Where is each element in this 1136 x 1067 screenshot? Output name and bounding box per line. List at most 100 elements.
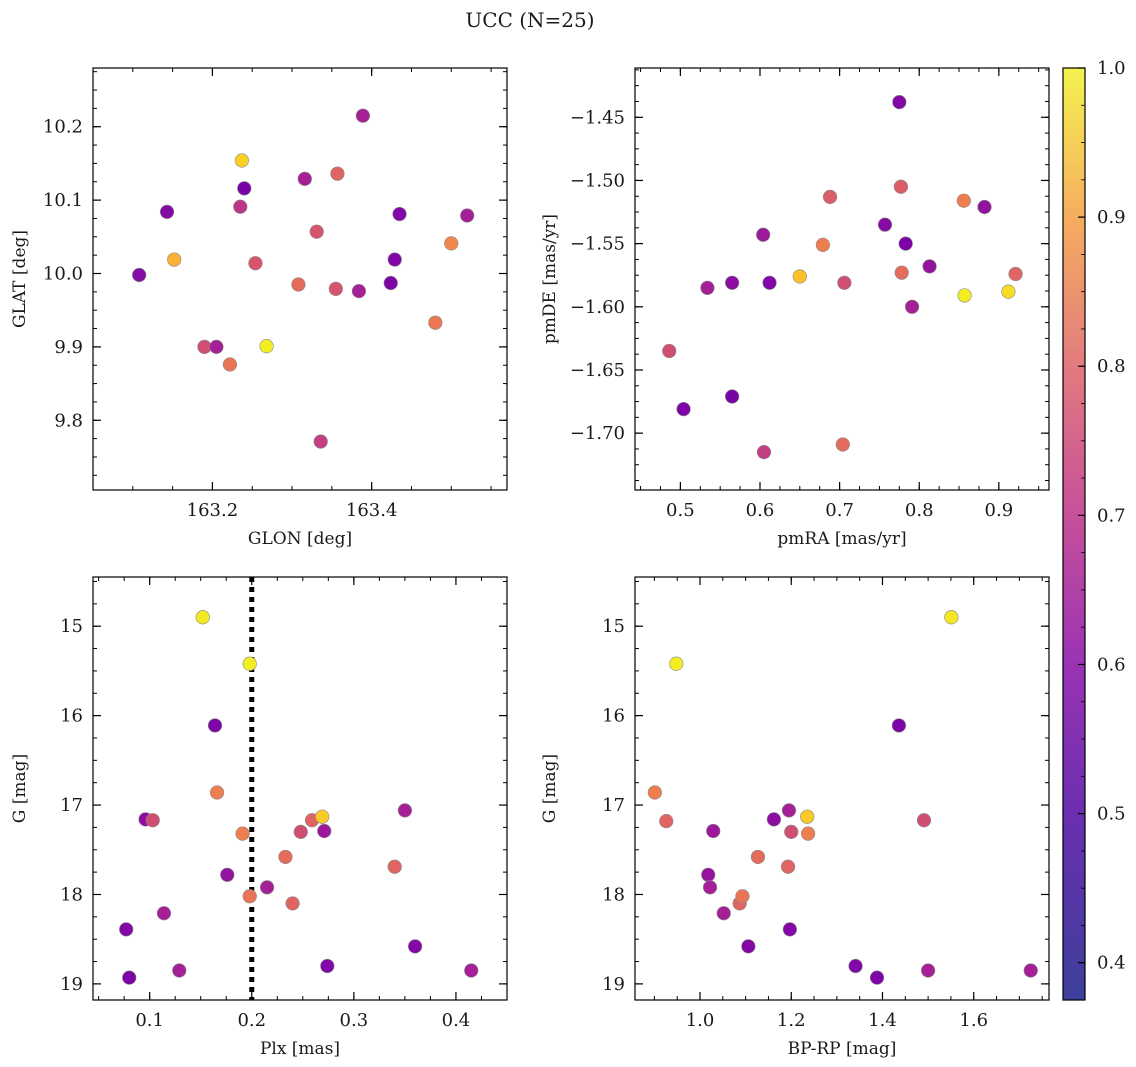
data-point bbox=[383, 275, 398, 291]
y-tick-label: −1.55 bbox=[570, 234, 625, 255]
data-point bbox=[167, 252, 182, 267]
data-point bbox=[328, 281, 343, 297]
y-tick-label: 10.0 bbox=[43, 263, 83, 284]
plot-frame bbox=[634, 67, 1050, 491]
x-tick-label: 0.5 bbox=[666, 500, 695, 521]
x-tick-label: 0.6 bbox=[746, 500, 775, 521]
data-point bbox=[676, 402, 691, 417]
data-point bbox=[956, 193, 971, 208]
data-point bbox=[662, 343, 677, 359]
data-point bbox=[781, 803, 797, 818]
colorbar-tick-label: 0.7 bbox=[1097, 505, 1126, 526]
data-point bbox=[233, 199, 248, 214]
data-point bbox=[837, 275, 852, 290]
data-point bbox=[891, 718, 907, 733]
data-point bbox=[659, 814, 674, 829]
y-tick-label: −1.50 bbox=[570, 170, 625, 191]
data-point bbox=[1023, 963, 1038, 978]
data-point bbox=[716, 906, 731, 921]
data-point bbox=[259, 880, 275, 895]
data-point bbox=[248, 256, 263, 271]
data-point bbox=[725, 389, 740, 404]
x-tick-label: 0.9 bbox=[985, 500, 1014, 521]
data-point bbox=[293, 824, 308, 839]
data-point bbox=[222, 357, 238, 372]
data-point bbox=[822, 189, 838, 204]
data-point bbox=[207, 718, 223, 733]
data-point bbox=[355, 108, 370, 123]
data-point bbox=[780, 859, 796, 874]
x-tick-label: 163.4 bbox=[346, 500, 398, 521]
data-point bbox=[877, 217, 893, 232]
data-point bbox=[387, 252, 402, 267]
data-point bbox=[756, 444, 772, 460]
data-point bbox=[428, 315, 443, 330]
colorbar-tick-label: 0.4 bbox=[1097, 953, 1126, 974]
data-point bbox=[848, 958, 863, 974]
data-point bbox=[892, 95, 907, 110]
y-tick-label: 10.1 bbox=[43, 190, 83, 211]
y-tick-label: 15 bbox=[602, 616, 625, 637]
data-point bbox=[701, 867, 716, 882]
x-tick-label: 0.7 bbox=[825, 500, 854, 521]
y-tick-label: 17 bbox=[60, 795, 83, 816]
data-point bbox=[235, 826, 250, 841]
data-point bbox=[397, 803, 413, 818]
x-tick-label: 0.1 bbox=[135, 1010, 164, 1031]
data-point bbox=[156, 906, 172, 921]
data-point bbox=[119, 922, 134, 937]
x-axis-label: pmRA [mas/yr] bbox=[777, 529, 906, 549]
data-point bbox=[735, 889, 750, 904]
y-tick-label: 18 bbox=[602, 884, 625, 905]
colorbar-tick-label: 0.6 bbox=[1097, 654, 1126, 675]
figure-title: UCC (N=25) bbox=[465, 8, 594, 32]
data-point bbox=[647, 785, 662, 800]
data-point bbox=[330, 166, 345, 181]
data-point bbox=[792, 269, 807, 284]
x-axis-label: BP-RP [mag] bbox=[788, 1039, 897, 1059]
data-point bbox=[893, 179, 909, 194]
data-point bbox=[317, 823, 332, 839]
plot-frame bbox=[92, 576, 508, 1001]
data-point bbox=[904, 299, 920, 314]
y-axis-label: G [mag] bbox=[540, 754, 560, 823]
y-tick-label: −1.70 bbox=[570, 423, 625, 444]
y-tick-label: 16 bbox=[602, 706, 625, 727]
y-tick-label: 19 bbox=[602, 974, 625, 995]
data-point bbox=[351, 284, 367, 299]
data-point bbox=[1001, 284, 1016, 299]
y-tick-label: 16 bbox=[60, 706, 83, 727]
data-point bbox=[297, 171, 312, 186]
data-point bbox=[209, 785, 225, 800]
data-point bbox=[766, 812, 782, 827]
data-point bbox=[313, 434, 328, 449]
data-point bbox=[894, 265, 909, 280]
colorbar-tick-label: 0.9 bbox=[1097, 207, 1126, 228]
y-axis-label: G [mag] bbox=[10, 754, 30, 823]
data-point bbox=[702, 880, 718, 895]
data-point bbox=[784, 824, 799, 839]
data-point bbox=[835, 437, 850, 452]
data-point bbox=[706, 823, 721, 839]
data-point bbox=[242, 889, 257, 904]
y-tick-label: 9.8 bbox=[54, 410, 83, 431]
data-point bbox=[898, 236, 913, 251]
data-point bbox=[242, 656, 257, 671]
y-tick-label: 15 bbox=[60, 616, 83, 637]
data-point bbox=[977, 199, 992, 215]
y-axis-label: pmDE [mas/yr] bbox=[540, 214, 560, 344]
data-point bbox=[957, 288, 972, 303]
data-point bbox=[916, 813, 932, 828]
panel-pmra-pmde: 0.5 0.6 0.7 0.8 0.9 −1.70 −1.65 −1.60 −1.55 −1.50… bbox=[540, 67, 1050, 549]
data-point bbox=[392, 206, 407, 222]
data-point bbox=[801, 826, 816, 841]
data-point bbox=[209, 339, 224, 354]
y-tick-label: 10.2 bbox=[43, 117, 83, 138]
panel-glon-glat: 163.2 163.4 9.8 9.9 10.0 10.1 10.2 GLON [deg] GL… bbox=[10, 67, 508, 549]
data-point bbox=[750, 849, 766, 865]
data-point bbox=[700, 280, 715, 295]
colorbar-tick-label: 0.8 bbox=[1097, 356, 1126, 377]
data-point bbox=[172, 963, 187, 978]
colorbar-tick-label: 1.0 bbox=[1097, 58, 1126, 79]
